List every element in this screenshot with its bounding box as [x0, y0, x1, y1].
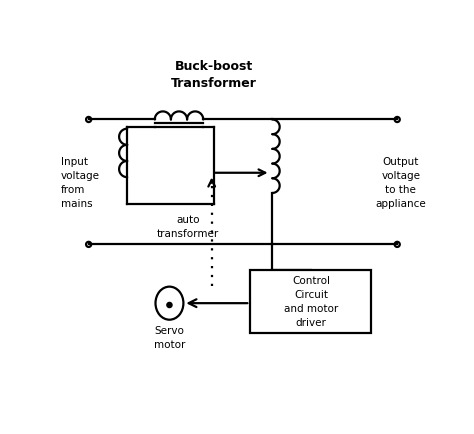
Ellipse shape [155, 287, 183, 320]
Text: Control
Circuit
and motor
driver: Control Circuit and motor driver [284, 276, 338, 328]
Text: Output
voltage
to the
appliance: Output voltage to the appliance [375, 157, 426, 208]
Text: Servo
motor: Servo motor [154, 326, 185, 349]
Text: auto
transformer: auto transformer [157, 215, 219, 239]
Bar [250, 270, 372, 333]
Text: Input
voltage
from
mains: Input voltage from mains [61, 157, 100, 208]
Text: Buck-boost
Transformer: Buck-boost Transformer [171, 60, 256, 90]
Circle shape [167, 303, 172, 308]
